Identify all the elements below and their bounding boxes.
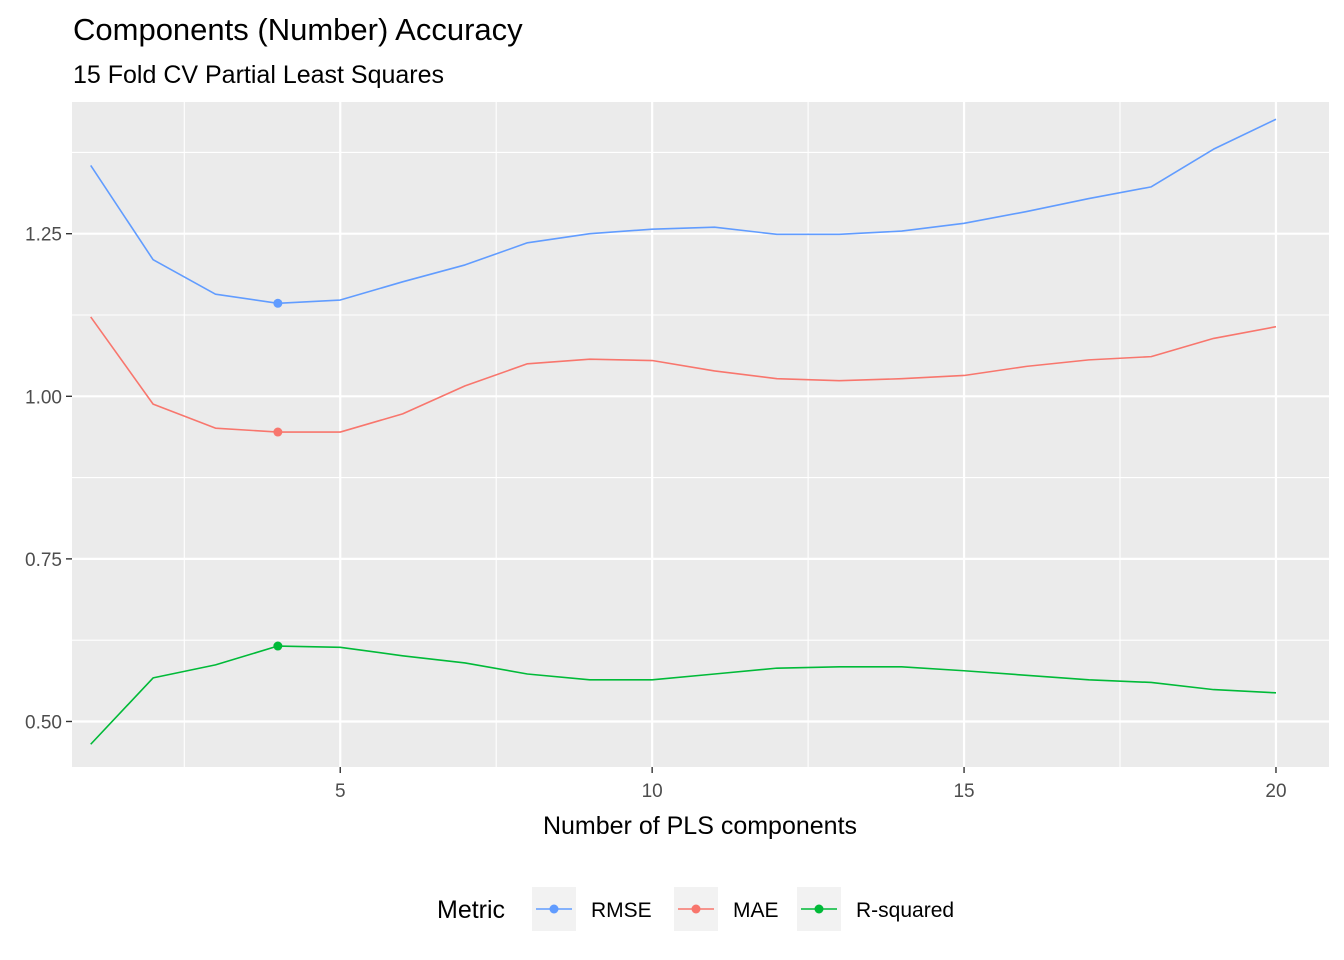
legend-key-point-rmse bbox=[549, 904, 559, 914]
grid-major bbox=[72, 102, 1329, 767]
y-axis: 0.50 0.75 1.00 1.25 bbox=[25, 225, 72, 733]
x-tick-label-1: 10 bbox=[642, 781, 663, 802]
x-axis: 5 10 15 20 bbox=[335, 767, 1287, 802]
legend-title: Metric bbox=[437, 896, 505, 924]
y-tick-label-3: 1.25 bbox=[25, 225, 62, 246]
series-line-r-squared bbox=[90, 645, 1277, 745]
series-point-r-squared bbox=[273, 641, 283, 651]
series-line-rmse bbox=[90, 118, 1277, 305]
legend-label-r-squared: R-squared bbox=[856, 899, 954, 922]
series-point-rmse bbox=[273, 298, 283, 308]
legend-key-point-r-squared bbox=[814, 904, 824, 914]
chart-subtitle: 15 Fold CV Partial Least Squares bbox=[73, 61, 444, 89]
x-axis-title: Number of PLS components bbox=[543, 812, 857, 840]
y-tick-label-1: 0.75 bbox=[25, 550, 62, 571]
legend-label-rmse: RMSE bbox=[591, 899, 652, 922]
x-tick-label-3: 20 bbox=[1265, 781, 1286, 802]
series-point-mae bbox=[273, 427, 283, 437]
series-points bbox=[273, 298, 283, 651]
legend-label-mae: MAE bbox=[733, 899, 779, 922]
series-lines bbox=[90, 118, 1277, 745]
grid-minor bbox=[72, 102, 1329, 767]
y-tick-label-2: 1.00 bbox=[25, 387, 62, 408]
plot-panel bbox=[72, 102, 1329, 767]
y-tick-label-0: 0.50 bbox=[25, 712, 62, 733]
legend-key-point-mae bbox=[691, 904, 701, 914]
x-tick-label-2: 15 bbox=[953, 781, 974, 802]
legend: Metric RMSE MAE R-squared bbox=[437, 887, 954, 931]
x-tick-label-0: 5 bbox=[335, 781, 346, 802]
chart-title: Components (Number) Accuracy bbox=[73, 12, 523, 47]
series-line-mae bbox=[90, 316, 1277, 433]
